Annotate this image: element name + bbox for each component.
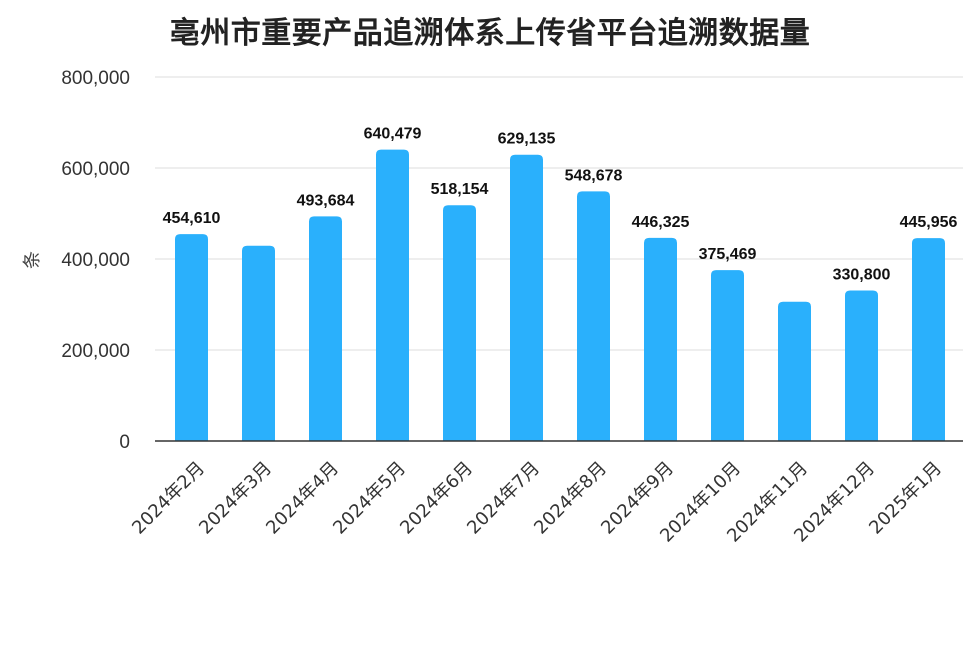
data-labels: 454,610 493,684 640,479 518,154 629,135 548,6… bbox=[163, 126, 958, 284]
bar bbox=[376, 149, 409, 441]
y-tick-label: 600,000 bbox=[61, 159, 130, 180]
data-label: 548,678 bbox=[565, 167, 623, 184]
bar bbox=[175, 234, 208, 441]
bar bbox=[912, 238, 945, 441]
bar bbox=[711, 270, 744, 441]
bar bbox=[309, 216, 342, 441]
data-label: 375,469 bbox=[699, 246, 757, 263]
x-axis-categories: 2024年2月2024年3月2024年4月2024年5月2024年6月2024年… bbox=[128, 458, 946, 547]
data-label: 493,684 bbox=[297, 192, 355, 209]
y-tick-label: 0 bbox=[119, 432, 130, 453]
gridlines bbox=[155, 76, 963, 351]
y-axis-ticks: 0 200,000 400,000 600,000 800,000 bbox=[61, 68, 130, 453]
data-label: 629,135 bbox=[498, 131, 556, 148]
bar bbox=[577, 191, 610, 441]
chart-title: 亳州市重要产品追溯体系上传省平台追溯数据量 bbox=[169, 16, 811, 51]
x-tick-label: 2025年1月 bbox=[865, 458, 946, 539]
y-axis-label: 条 bbox=[22, 251, 43, 269]
bar bbox=[778, 301, 811, 441]
bars bbox=[175, 149, 945, 441]
data-label: 330,800 bbox=[833, 266, 891, 283]
data-label: 454,610 bbox=[163, 210, 221, 227]
bar bbox=[644, 237, 677, 441]
data-label: 518,154 bbox=[431, 181, 489, 198]
bar bbox=[242, 245, 275, 441]
bar bbox=[510, 154, 543, 441]
bar bbox=[443, 205, 476, 441]
y-tick-label: 800,000 bbox=[61, 68, 130, 89]
data-label: 445,956 bbox=[900, 214, 958, 231]
data-label: 640,479 bbox=[364, 126, 422, 143]
y-tick-label: 200,000 bbox=[61, 341, 130, 362]
y-tick-label: 400,000 bbox=[61, 250, 130, 271]
bar bbox=[845, 290, 878, 441]
data-label: 446,325 bbox=[632, 214, 690, 231]
